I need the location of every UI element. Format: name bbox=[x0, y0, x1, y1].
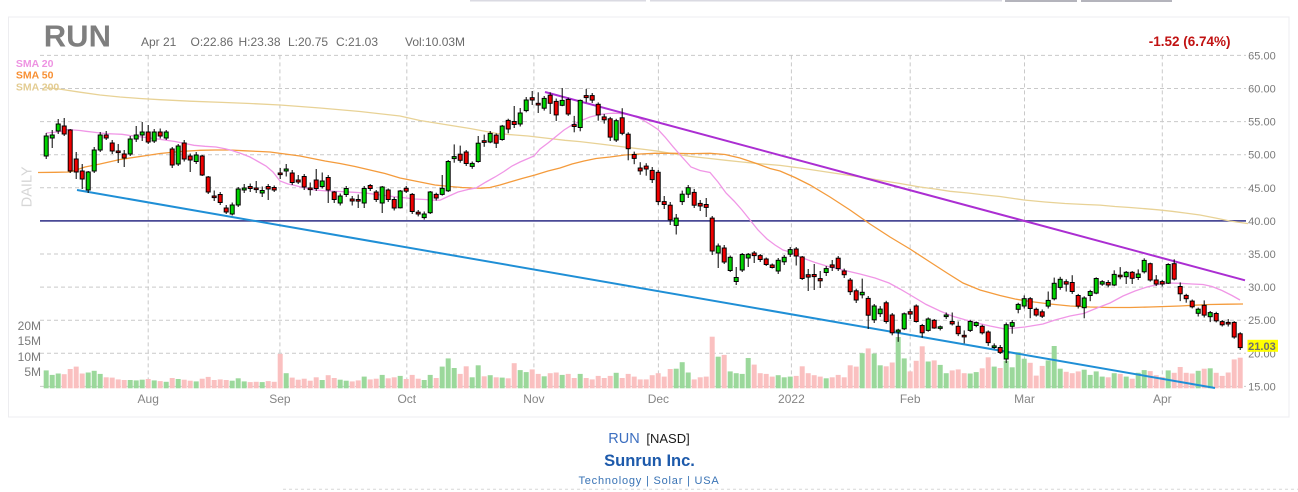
svg-text:30.00: 30.00 bbox=[1248, 282, 1276, 294]
svg-text:5M: 5M bbox=[24, 365, 41, 379]
svg-text:Nov: Nov bbox=[523, 392, 544, 406]
svg-text:Sunrun Inc.: Sunrun Inc. bbox=[604, 452, 695, 470]
svg-text:60.00: 60.00 bbox=[1248, 84, 1276, 96]
svg-text:40.00: 40.00 bbox=[1248, 216, 1276, 228]
svg-text:Apr: Apr bbox=[1153, 392, 1172, 406]
svg-text:C:21.03: C:21.03 bbox=[336, 35, 378, 49]
svg-text:20M: 20M bbox=[18, 319, 41, 333]
svg-text:RUN: RUN bbox=[44, 19, 111, 54]
svg-text:SMA 200: SMA 200 bbox=[16, 82, 60, 94]
svg-text:55.00: 55.00 bbox=[1248, 117, 1276, 129]
svg-text:50.00: 50.00 bbox=[1248, 150, 1276, 162]
svg-text:Sep: Sep bbox=[269, 392, 291, 406]
svg-text:10M: 10M bbox=[18, 350, 41, 364]
svg-text:Oct: Oct bbox=[397, 392, 416, 406]
svg-text:15.00: 15.00 bbox=[1248, 381, 1276, 393]
svg-text:-1.52 (6.74%): -1.52 (6.74%) bbox=[1149, 34, 1231, 49]
svg-text:L:20.75: L:20.75 bbox=[288, 35, 328, 49]
svg-text:Technology | Solar | USA: Technology | Solar | USA bbox=[578, 475, 719, 487]
svg-text:[NASD]: [NASD] bbox=[646, 431, 689, 446]
svg-text:21.03: 21.03 bbox=[1248, 341, 1276, 353]
svg-text:Dec: Dec bbox=[648, 392, 669, 406]
svg-text:Aug: Aug bbox=[138, 392, 159, 406]
svg-text:SMA 20: SMA 20 bbox=[16, 58, 54, 70]
svg-text:15M: 15M bbox=[18, 334, 41, 348]
svg-text:RUN: RUN bbox=[608, 431, 639, 447]
svg-text:45.00: 45.00 bbox=[1248, 183, 1276, 195]
svg-text:35.00: 35.00 bbox=[1248, 249, 1276, 261]
svg-text:2022: 2022 bbox=[778, 392, 805, 406]
svg-text:65.00: 65.00 bbox=[1248, 50, 1276, 62]
svg-text:25.00: 25.00 bbox=[1248, 315, 1276, 327]
svg-text:Mar: Mar bbox=[1014, 392, 1035, 406]
svg-text:O:22.86: O:22.86 bbox=[191, 35, 234, 49]
svg-text:H:23.38: H:23.38 bbox=[239, 35, 281, 49]
svg-text:DAILY: DAILY bbox=[20, 166, 36, 207]
svg-text:SMA 50: SMA 50 bbox=[16, 70, 54, 82]
svg-text:Vol:10.03M: Vol:10.03M bbox=[405, 35, 465, 49]
svg-text:Feb: Feb bbox=[900, 392, 921, 406]
svg-text:Apr 21: Apr 21 bbox=[141, 35, 177, 49]
